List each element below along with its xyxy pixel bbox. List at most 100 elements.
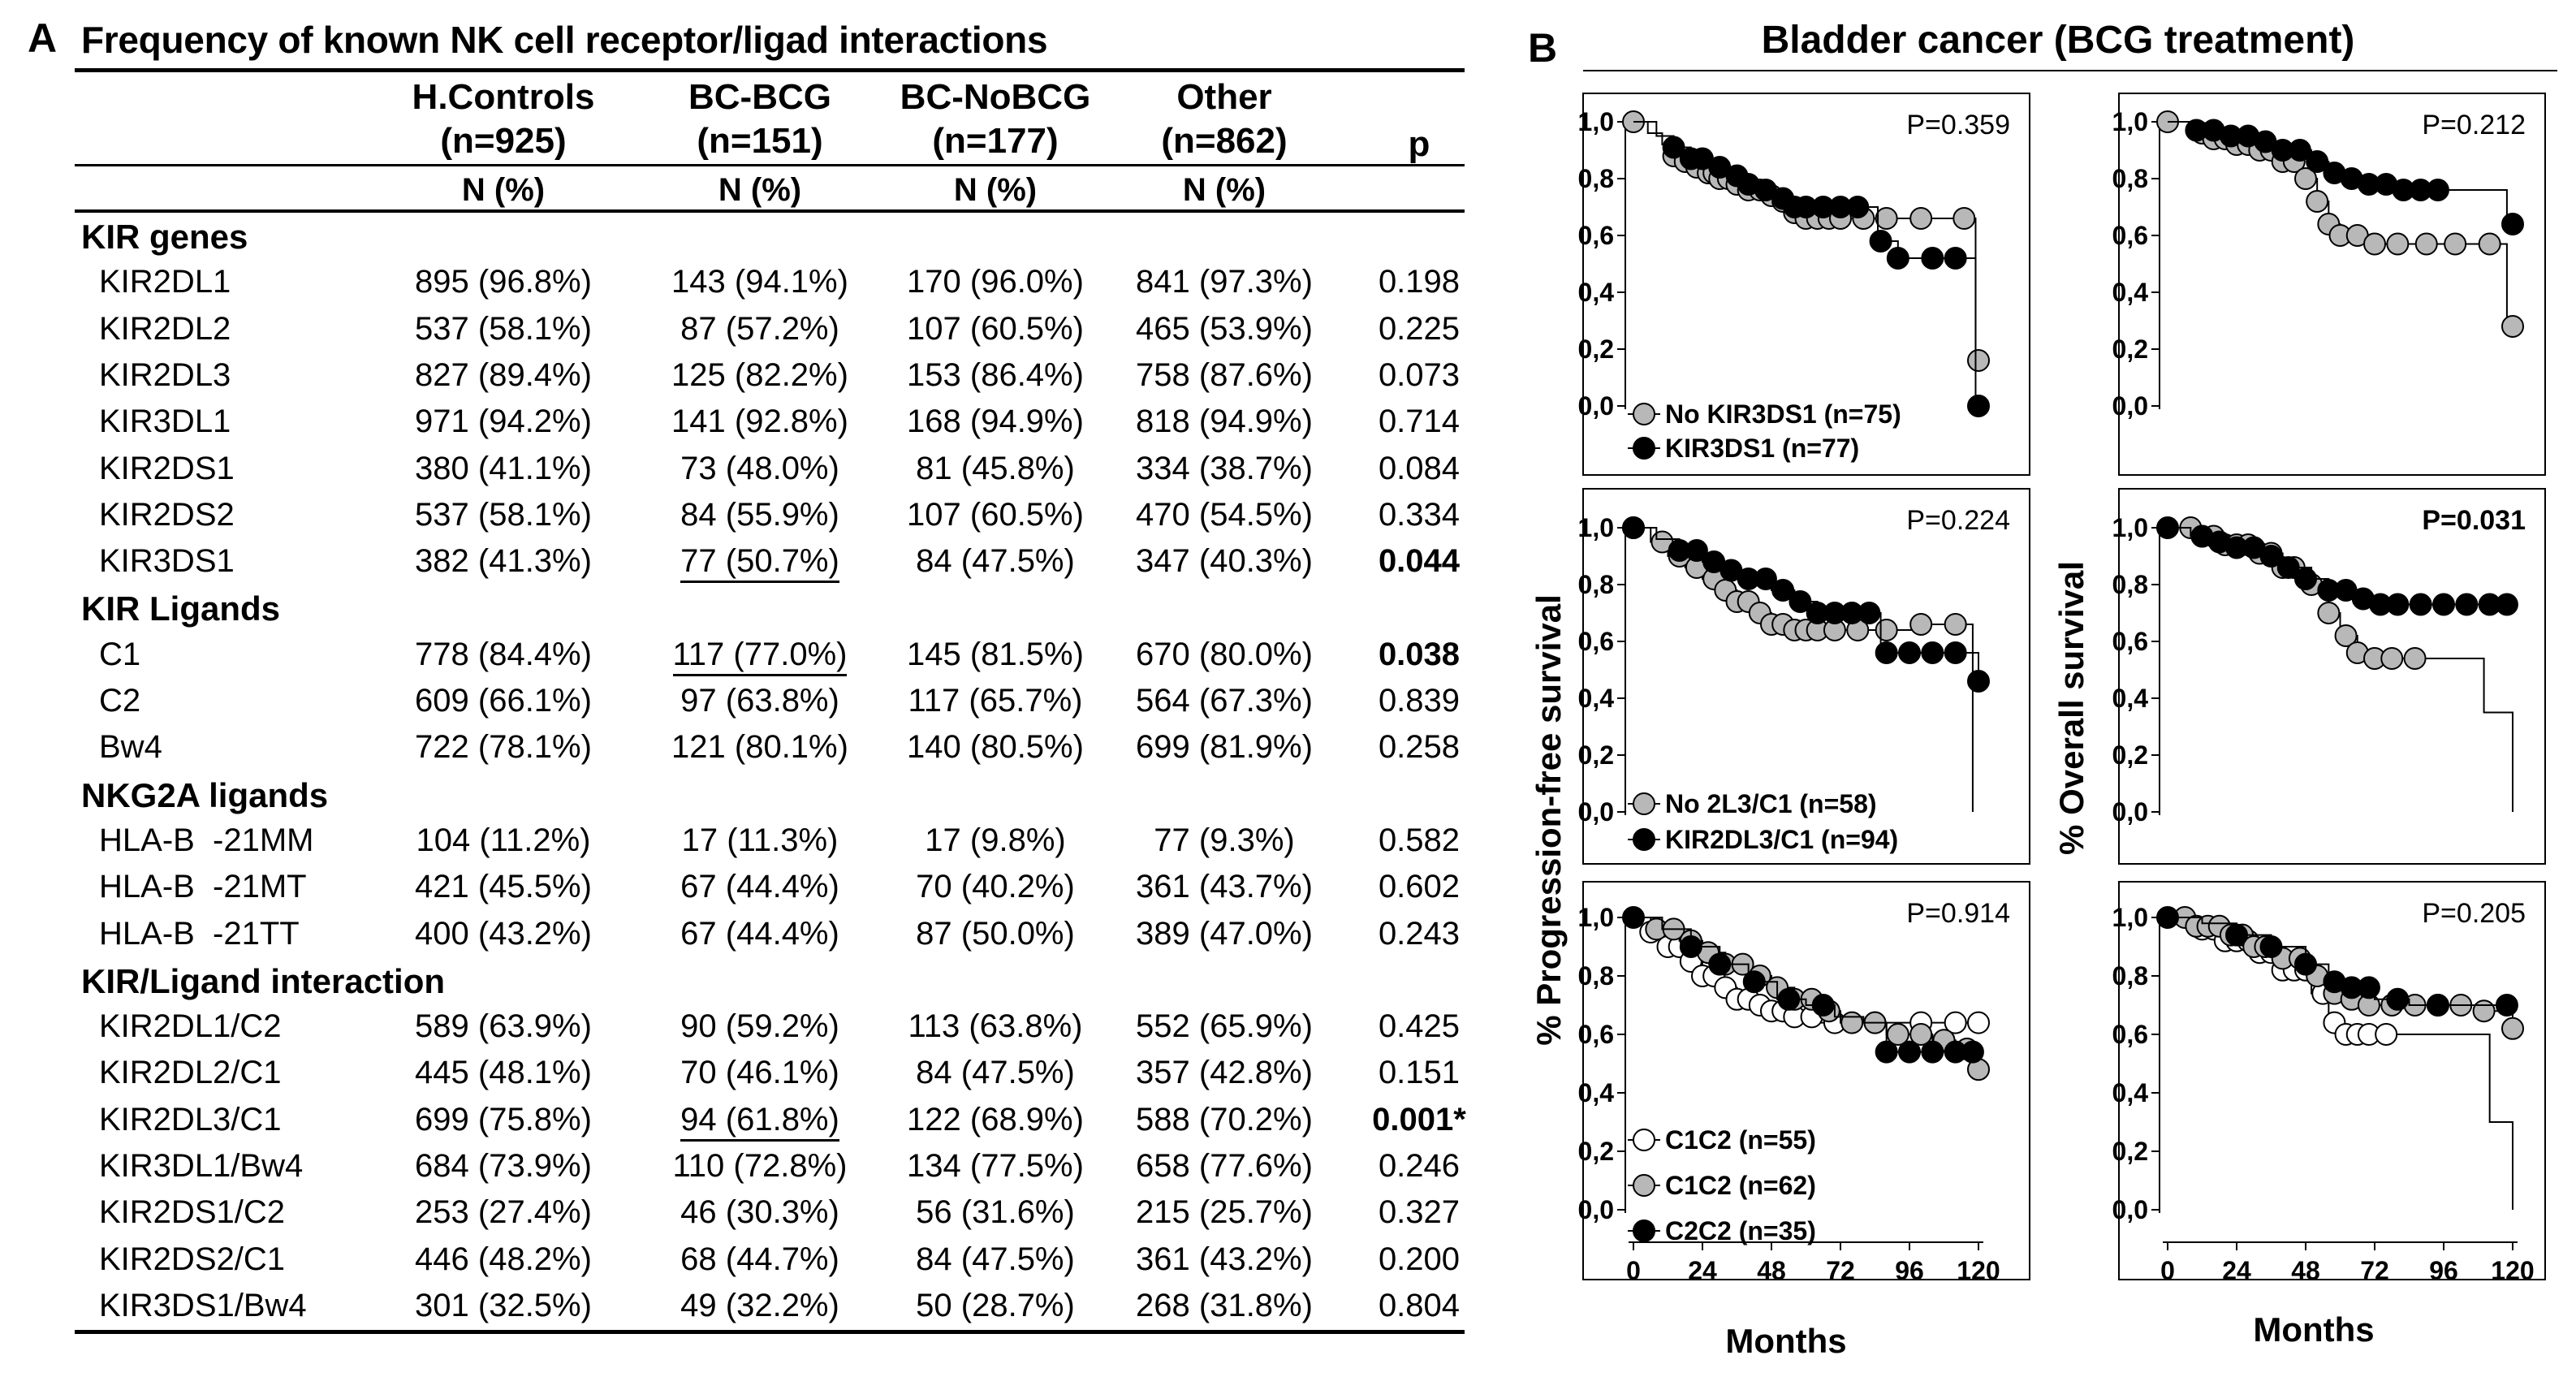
censor-marker — [1921, 247, 1944, 270]
cell-text: 113 (63.8%) — [908, 1008, 1083, 1045]
cell-value: 400 (43.2%) — [373, 916, 633, 952]
row-label: HLA-B -21TT — [99, 915, 300, 952]
censor-marker — [1875, 1040, 1898, 1064]
cell-value: 141 (92.8%) — [630, 404, 890, 440]
header-rule — [75, 164, 1465, 166]
row-label: KIR3DS1/Bw4 — [99, 1287, 307, 1323]
cell-value: 778 (84.4%) — [373, 637, 633, 673]
censor-marker — [2414, 232, 2438, 256]
y-tick-label: 0,4 — [2112, 278, 2149, 307]
cell-value: 110 (72.8%) — [630, 1148, 890, 1185]
cell-value: 145 (81.5%) — [865, 637, 1125, 673]
cell-text: 121 (80.1%) — [671, 729, 848, 766]
row-label: KIR2DL1/C2 — [99, 1008, 282, 1045]
cell-value: 17 (11.3%) — [630, 822, 890, 859]
y-tick-label: 0,6 — [1578, 627, 1614, 656]
legend-label: C2C2 (n=35) — [1665, 1216, 1816, 1245]
cell-value: 168 (94.9%) — [865, 404, 1125, 440]
p-value: 0.243 — [1378, 915, 1461, 952]
row-label: KIR2DS1 — [99, 450, 235, 486]
row-label: KIR2DL2/C1 — [99, 1055, 282, 1091]
cell-text: 537 (58.1%) — [415, 496, 592, 533]
legend-label: KIR2DL3/C1 (n=94) — [1665, 825, 1898, 854]
censor-marker — [1869, 230, 1892, 253]
cell-value: 81 (45.8%) — [865, 451, 1125, 487]
column-unit: N (%) — [461, 172, 546, 208]
xlabel-left: Months — [1725, 1322, 1846, 1360]
censor-marker — [1909, 613, 1933, 636]
cell-text: 49 (32.2%) — [680, 1287, 839, 1323]
cell-value: 841 (97.3%) — [1094, 264, 1354, 300]
cell-value: 67 (44.4%) — [630, 869, 890, 905]
y-tick-label: 0,2 — [1578, 740, 1614, 770]
cell-text: 77 (50.7%) — [680, 543, 839, 584]
cell-text: 699 (75.8%) — [415, 1101, 592, 1137]
y-tick-label: 0,0 — [1578, 797, 1614, 827]
cell-text: 658 (77.6%) — [1136, 1148, 1313, 1184]
x-tick-label: 72 — [1826, 1256, 1855, 1285]
cell-value: 537 (58.1%) — [373, 311, 633, 347]
y-tick-label: 0,0 — [2112, 797, 2148, 827]
censor-marker — [1944, 247, 1967, 270]
censor-marker — [1679, 935, 1702, 958]
legend-marker — [1633, 437, 1655, 460]
censor-marker — [1967, 670, 1990, 693]
cell-value: 70 (46.1%) — [630, 1055, 890, 1091]
y-tick-label: 0,6 — [1578, 1020, 1614, 1049]
ylabel-os: % Overall survival — [2052, 561, 2091, 855]
cell-value: 758 (87.6%) — [1094, 357, 1354, 394]
cell-text: 104 (11.2%) — [416, 822, 591, 858]
censor-marker — [2334, 624, 2358, 647]
y-tick-label: 0,8 — [2112, 961, 2148, 991]
cell-value: 699 (75.8%) — [373, 1102, 633, 1138]
cell-value: 153 (86.4%) — [865, 357, 1125, 394]
censor-marker — [1622, 516, 1645, 539]
cell-text: 699 (81.9%) — [1136, 729, 1313, 766]
row-label: HLA-B -21MM — [99, 822, 314, 858]
censor-marker — [2495, 593, 2518, 616]
cell-text: 465 (53.9%) — [1136, 310, 1313, 347]
cell-text: 67 (44.4%) — [680, 869, 839, 905]
censor-marker — [2156, 906, 2179, 929]
cell-text: 380 (41.1%) — [415, 450, 592, 486]
cell-text: 117 (77.0%) — [672, 636, 848, 676]
cell-text: 134 (77.5%) — [907, 1148, 1084, 1184]
cell-text: 17 (11.3%) — [681, 822, 839, 858]
cell-text: 778 (84.4%) — [415, 636, 592, 672]
plot-frame — [2118, 93, 2546, 476]
cell-text: 168 (94.9%) — [907, 404, 1084, 440]
row-label: KIR2DL3 — [99, 356, 231, 393]
cell-text: 143 (94.1%) — [671, 264, 848, 300]
legend-label: No KIR3DS1 (n=75) — [1665, 399, 1901, 429]
cell-value: 722 (78.1%) — [373, 729, 633, 766]
cell-value: 84 (47.5%) — [865, 543, 1125, 580]
censor-marker — [2306, 190, 2329, 213]
cell-text: 68 (44.7%) — [680, 1241, 839, 1277]
censor-marker — [2501, 315, 2524, 338]
table-bottom-rule — [75, 1330, 1465, 1334]
cell-text: 895 (96.8%) — [415, 264, 592, 300]
legend-label: C1C2 (n=62) — [1665, 1171, 1816, 1200]
p-value: 0.602 — [1378, 869, 1461, 905]
censor-marker — [2306, 150, 2329, 173]
censor-marker — [2386, 232, 2410, 256]
row-label: KIR2DL1 — [99, 264, 231, 300]
panel-b-title-rule — [1583, 70, 2557, 71]
p-value: 0.198 — [1378, 264, 1461, 300]
xlabel-right: Months — [2253, 1310, 2374, 1349]
cell-value: 17 (9.8%) — [865, 822, 1125, 859]
cell-text: 17 (9.8%) — [925, 822, 1066, 858]
censor-marker — [2409, 593, 2432, 616]
y-tick-label: 0,4 — [1578, 684, 1615, 713]
x-tick-label: 48 — [2291, 1256, 2320, 1285]
cell-value: 301 (32.5%) — [373, 1288, 633, 1324]
cell-value: 589 (63.9%) — [373, 1008, 633, 1045]
cell-value: 125 (82.2%) — [630, 357, 890, 394]
cell-text: 552 (65.9%) — [1136, 1008, 1313, 1045]
cell-text: 347 (40.3%) — [1136, 543, 1313, 580]
cell-text: 73 (48.0%) — [680, 450, 839, 486]
plot-frame — [1582, 93, 2030, 476]
cell-text: 382 (41.3%) — [415, 543, 592, 580]
cell-text: 84 (47.5%) — [916, 1241, 1075, 1277]
cell-value: 107 (60.5%) — [865, 497, 1125, 533]
